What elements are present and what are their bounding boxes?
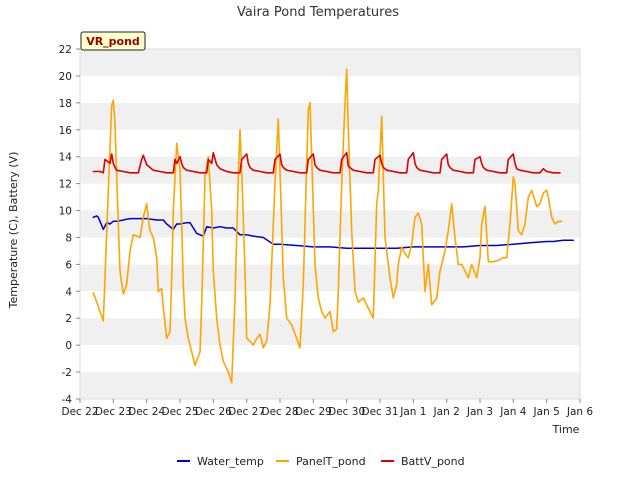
x-tick-label: Dec 23 — [95, 406, 132, 418]
grid-band — [80, 129, 580, 157]
y-tick-label: 22 — [59, 44, 72, 56]
x-tick-label: Jan 5 — [533, 406, 560, 418]
grid-band — [80, 264, 580, 292]
grid-band — [80, 49, 580, 76]
grid-bands — [80, 49, 580, 399]
x-tick-label: Dec 22 — [61, 406, 98, 418]
x-tick-label: Dec 27 — [228, 406, 265, 418]
grid-band — [80, 345, 580, 373]
y-tick-label: 4 — [65, 286, 72, 298]
grid-band — [80, 156, 580, 184]
x-tick-label: Jan 4 — [499, 406, 527, 418]
y-axis-ticks: -4 -2 0 2 4 6 8 10 12 14 16 18 20 22 — [59, 44, 80, 406]
x-tick-label: Jan 3 — [466, 406, 493, 418]
legend-item: Water_temp — [177, 455, 264, 468]
x-axis-title: Time — [552, 423, 580, 436]
y-tick-label: 18 — [59, 98, 72, 110]
y-tick-label: -2 — [62, 367, 72, 379]
grid-band — [80, 75, 580, 103]
grid-band — [80, 210, 580, 238]
x-tick-label: Dec 26 — [195, 406, 232, 418]
y-tick-label: 20 — [59, 71, 72, 83]
station-badge: VR_pond — [80, 31, 146, 51]
y-tick-label: 8 — [65, 232, 72, 244]
grid-band — [80, 372, 580, 399]
chart-title: Vaira Pond Temperatures — [237, 5, 399, 20]
station-badge-box — [80, 31, 146, 51]
series-line-water-temp — [92, 215, 575, 249]
y-tick-label: 2 — [65, 313, 72, 325]
y-tick-label: 12 — [59, 179, 72, 191]
x-tick-label: Dec 29 — [295, 406, 332, 418]
y-tick-label: 14 — [59, 152, 73, 164]
legend-item: PanelT_pond — [276, 455, 366, 468]
series-layer — [92, 68, 575, 384]
x-tick-label: Dec 31 — [361, 406, 398, 418]
x-tick-label: Dec 30 — [328, 406, 365, 418]
grid-band — [80, 102, 580, 130]
y-tick-label: 6 — [65, 259, 72, 271]
legend-label: PanelT_pond — [296, 455, 366, 468]
legend-label: Water_temp — [197, 455, 264, 468]
plot-frame — [79, 48, 581, 400]
series-line-battv-pond — [92, 151, 561, 174]
station-badge-label: VR_pond — [86, 35, 140, 48]
grid-band — [80, 237, 580, 265]
legend-item: BattV_pond — [381, 455, 465, 468]
grid-band — [80, 318, 580, 346]
y-tick-label: 10 — [59, 206, 72, 218]
series-line-panelt-pond — [92, 68, 563, 384]
y-tick-label: 16 — [59, 125, 73, 137]
x-tick-label: Jan 1 — [399, 406, 426, 418]
legend-label: BattV_pond — [401, 455, 465, 468]
legend: Water_temp PanelT_pond BattV_pond — [177, 455, 465, 468]
y-tick-label: 0 — [65, 340, 72, 352]
x-tick-label: Jan 2 — [433, 406, 460, 418]
x-tick-label: Dec 24 — [128, 406, 165, 418]
y-axis-title: Temperature (C), Battery (V) — [7, 152, 20, 310]
grid-band — [80, 183, 580, 211]
x-tick-label: Dec 25 — [161, 406, 198, 418]
x-tick-label: Jan 6 — [566, 406, 594, 418]
y-tick-label: -4 — [62, 394, 73, 406]
x-tick-label: Dec 28 — [261, 406, 298, 418]
